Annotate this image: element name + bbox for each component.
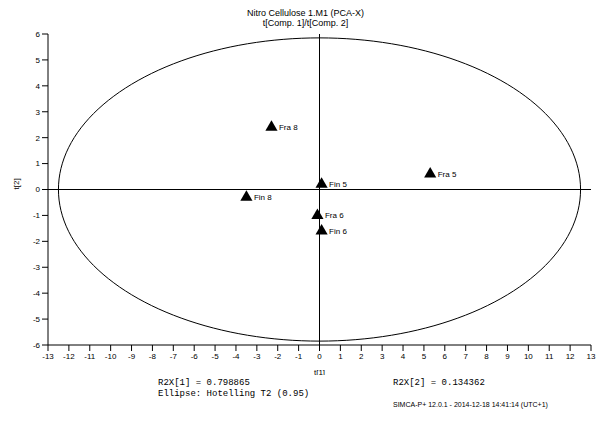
- svg-text:13: 13: [587, 352, 596, 361]
- svg-text:0: 0: [36, 185, 41, 194]
- svg-text:9: 9: [505, 352, 510, 361]
- svg-text:1: 1: [36, 159, 41, 168]
- svg-text:11: 11: [545, 352, 554, 361]
- html-text:Ellipse: Hotelling T2 (0.95): Ellipse: Hotelling T2 (0.95): [158, 389, 310, 399]
- svg-text:-10: -10: [105, 352, 117, 361]
- svg-text:7: 7: [463, 352, 468, 361]
- svg-text:-11: -11: [84, 352, 96, 361]
- svg-text:6: 6: [36, 30, 41, 39]
- svg-text:t[2]: t[2]: [12, 178, 21, 189]
- svg-text:4: 4: [36, 82, 41, 91]
- svg-text:-8: -8: [149, 352, 157, 361]
- svg-text:3: 3: [380, 352, 385, 361]
- svg-text:8: 8: [484, 352, 489, 361]
- svg-text:4: 4: [401, 352, 406, 361]
- svg-text:5: 5: [422, 352, 427, 361]
- svg-text:-1: -1: [33, 211, 41, 220]
- svg-text:-13: -13: [42, 352, 54, 361]
- html-text:R2X[2] = 0.134362: R2X[2] = 0.134362: [393, 378, 485, 388]
- svg-text:-6: -6: [33, 341, 41, 350]
- svg-text:-4: -4: [232, 352, 240, 361]
- svg-text:1: 1: [338, 352, 343, 361]
- svg-text:5: 5: [36, 56, 41, 65]
- svg-text:Fin 5: Fin 5: [329, 180, 347, 189]
- svg-text:Fra 5: Fra 5: [438, 170, 457, 179]
- svg-text:-5: -5: [212, 352, 220, 361]
- svg-text:-9: -9: [128, 352, 136, 361]
- svg-text:-2: -2: [33, 237, 41, 246]
- svg-text:-3: -3: [253, 352, 261, 361]
- svg-text:-1: -1: [295, 352, 303, 361]
- svg-text:3: 3: [36, 108, 41, 117]
- svg-text:-12: -12: [63, 352, 75, 361]
- svg-text:-5: -5: [33, 315, 41, 324]
- svg-text:2: 2: [36, 134, 41, 143]
- svg-text:10: 10: [524, 352, 533, 361]
- svg-text:-7: -7: [170, 352, 178, 361]
- svg-text:t[1]: t[1]: [314, 368, 325, 375]
- html-text:t[Comp. 1]/t[Comp. 2]: t[Comp. 1]/t[Comp. 2]: [262, 18, 349, 28]
- svg-text:12: 12: [566, 352, 575, 361]
- html-text:SIMCA-P+ 12.0.1 - 2014-12-18 1: SIMCA-P+ 12.0.1 - 2014-12-18 14:41:14 (U…: [393, 401, 548, 408]
- svg-text:-6: -6: [191, 352, 199, 361]
- svg-text:-2: -2: [274, 352, 282, 361]
- svg-text:2: 2: [359, 352, 364, 361]
- html-text:Nitro Cellulose 1.M1 (PCA-X): Nitro Cellulose 1.M1 (PCA-X): [247, 8, 364, 18]
- svg-text:6: 6: [443, 352, 448, 361]
- svg-text:Fin 8: Fin 8: [254, 193, 272, 202]
- html-text:R2X[1] = 0.798865: R2X[1] = 0.798865: [158, 378, 250, 388]
- svg-text:0: 0: [317, 352, 322, 361]
- svg-text:Fin 6: Fin 6: [329, 227, 347, 236]
- svg-text:Fra 8: Fra 8: [279, 123, 298, 132]
- svg-text:Fra 6: Fra 6: [325, 211, 344, 220]
- svg-text:-3: -3: [33, 263, 41, 272]
- svg-text:-4: -4: [33, 289, 41, 298]
